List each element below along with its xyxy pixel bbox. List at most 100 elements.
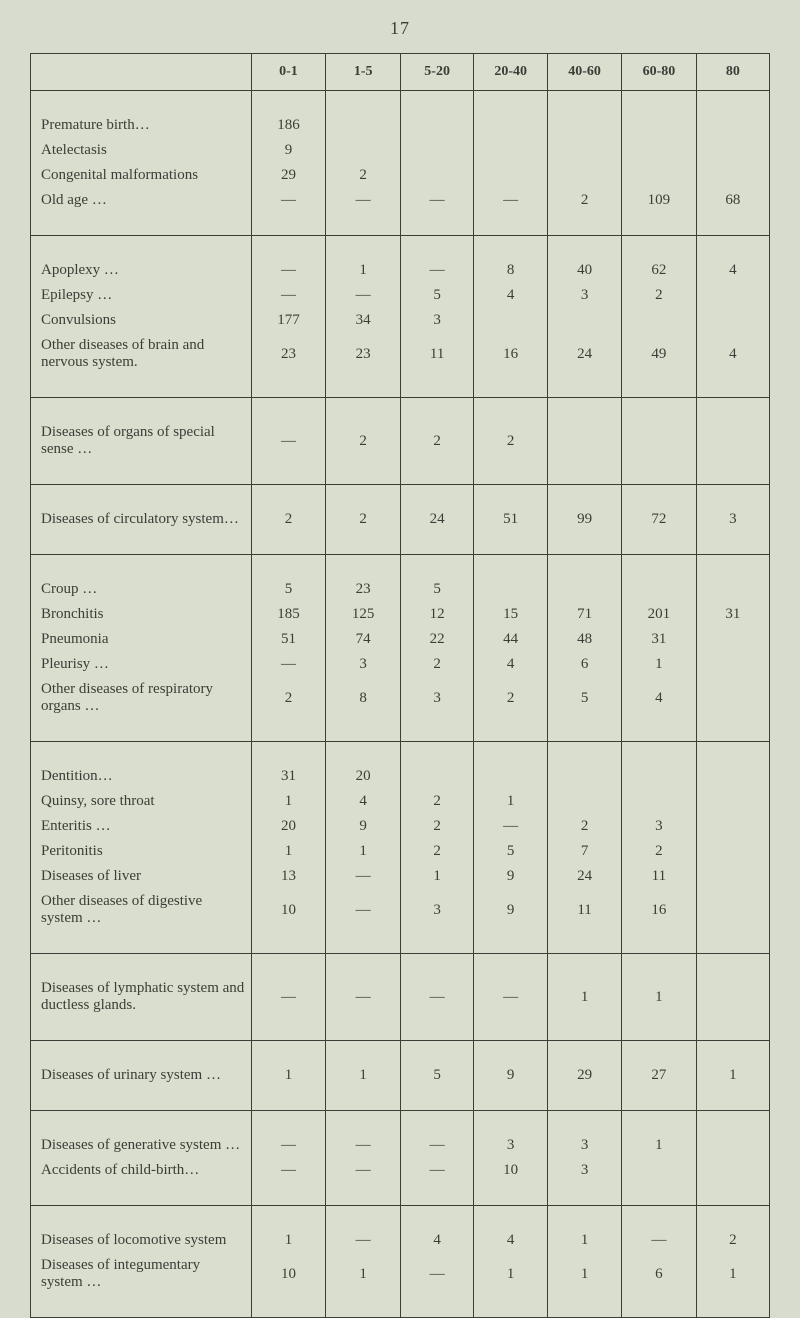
- cell-value: 4: [474, 652, 548, 677]
- cell-value: —: [326, 976, 401, 1018]
- cell-value: —: [251, 1133, 326, 1158]
- cell-value: [622, 163, 697, 188]
- cell-value: [622, 1158, 697, 1183]
- cell-value: 6: [548, 652, 622, 677]
- row-label: Convulsions: [31, 308, 252, 333]
- table-row: Congenital malformations292: [31, 163, 770, 188]
- row-label: Bronchitis: [31, 602, 252, 627]
- cell-value: [696, 677, 769, 719]
- cell-value: [474, 138, 548, 163]
- cell-value: 7: [548, 839, 622, 864]
- row-label: Atelectasis: [31, 138, 252, 163]
- cell-value: 99: [548, 507, 622, 532]
- cell-value: [474, 163, 548, 188]
- cell-value: 5: [251, 577, 326, 602]
- header-col: 5-20: [401, 54, 474, 91]
- table-row: Diseases of locomotive system1—441—2: [31, 1228, 770, 1253]
- cell-value: 2: [326, 163, 401, 188]
- section-spacer: [31, 213, 770, 236]
- row-label: Diseases of locomotive system: [31, 1228, 252, 1253]
- row-label: Diseases of integumentary system …: [31, 1253, 252, 1295]
- cell-value: 3: [548, 283, 622, 308]
- cell-value: 1: [622, 976, 697, 1018]
- cell-value: 40: [548, 258, 622, 283]
- cell-value: 62: [622, 258, 697, 283]
- cell-value: 1: [326, 839, 401, 864]
- cell-value: 8: [326, 677, 401, 719]
- cell-value: [696, 976, 769, 1018]
- section-spacer: [31, 1206, 770, 1229]
- table-row: Enteritis …2092—23: [31, 814, 770, 839]
- table-header-row: 0-1 1-5 5-20 20-40 40-60 60-80 80: [31, 54, 770, 91]
- cell-value: 48: [548, 627, 622, 652]
- header-col: 80: [696, 54, 769, 91]
- header-col: 20-40: [474, 54, 548, 91]
- cell-value: 29: [548, 1063, 622, 1088]
- row-label: Epilepsy …: [31, 283, 252, 308]
- cell-value: 2: [548, 814, 622, 839]
- cell-value: [401, 163, 474, 188]
- cell-value: 29: [251, 163, 326, 188]
- cell-value: 4: [474, 283, 548, 308]
- cell-value: [696, 627, 769, 652]
- cell-value: 1: [251, 839, 326, 864]
- table-body: Premature birth…186Atelectasis9Congenita…: [31, 91, 770, 1318]
- cell-value: 2: [696, 1228, 769, 1253]
- header-col: 1-5: [326, 54, 401, 91]
- cell-value: 185: [251, 602, 326, 627]
- cell-value: 1: [548, 1253, 622, 1295]
- cell-value: [548, 764, 622, 789]
- cell-value: [696, 163, 769, 188]
- cell-value: 1: [401, 864, 474, 889]
- cell-value: 1: [251, 1063, 326, 1088]
- cell-value: [696, 1158, 769, 1183]
- cell-value: 2: [326, 420, 401, 462]
- cell-value: 49: [622, 333, 697, 375]
- table-row: Diseases of generative system …———331: [31, 1133, 770, 1158]
- cell-value: [326, 113, 401, 138]
- cell-value: 24: [401, 507, 474, 532]
- row-label: Diseases of generative system …: [31, 1133, 252, 1158]
- cell-value: —: [326, 864, 401, 889]
- row-label: Pleurisy …: [31, 652, 252, 677]
- section-spacer: [31, 236, 770, 259]
- section-spacer: [31, 1018, 770, 1041]
- table-row: Atelectasis9: [31, 138, 770, 163]
- cell-value: —: [251, 976, 326, 1018]
- table-row: Diseases of liver13—192411: [31, 864, 770, 889]
- cell-value: 4: [696, 258, 769, 283]
- cell-value: 12: [401, 602, 474, 627]
- table-row: Pneumonia517422444831: [31, 627, 770, 652]
- table-row: Other diseases of digestive system …10—3…: [31, 889, 770, 931]
- table-row: Premature birth…186: [31, 113, 770, 138]
- table-row: Diseases of organs of special sense …—22…: [31, 420, 770, 462]
- cell-value: [401, 138, 474, 163]
- cell-value: [696, 283, 769, 308]
- section-spacer: [31, 719, 770, 742]
- cell-value: 10: [251, 1253, 326, 1295]
- row-label: Old age …: [31, 188, 252, 213]
- table-row: Quinsy, sore throat1421: [31, 789, 770, 814]
- row-label: Accidents of child-birth…: [31, 1158, 252, 1183]
- row-label: Pneumonia: [31, 627, 252, 652]
- cell-value: 2: [401, 814, 474, 839]
- cell-value: 23: [326, 577, 401, 602]
- cell-value: —: [326, 1158, 401, 1183]
- row-label: Other diseases of respiratory organs …: [31, 677, 252, 719]
- cell-value: 1: [474, 789, 548, 814]
- section-spacer: [31, 462, 770, 485]
- cell-value: 2: [251, 507, 326, 532]
- cell-value: [622, 577, 697, 602]
- cell-value: 5: [474, 839, 548, 864]
- section-spacer: [31, 555, 770, 578]
- row-label: Diseases of circulatory system…: [31, 507, 252, 532]
- cell-value: —: [251, 188, 326, 213]
- row-label: Premature birth…: [31, 113, 252, 138]
- cell-value: 1: [326, 1063, 401, 1088]
- cell-value: 11: [622, 864, 697, 889]
- cell-value: 2: [401, 789, 474, 814]
- cell-value: 13: [251, 864, 326, 889]
- cell-value: [548, 420, 622, 462]
- cell-value: 11: [548, 889, 622, 931]
- cell-value: 27: [622, 1063, 697, 1088]
